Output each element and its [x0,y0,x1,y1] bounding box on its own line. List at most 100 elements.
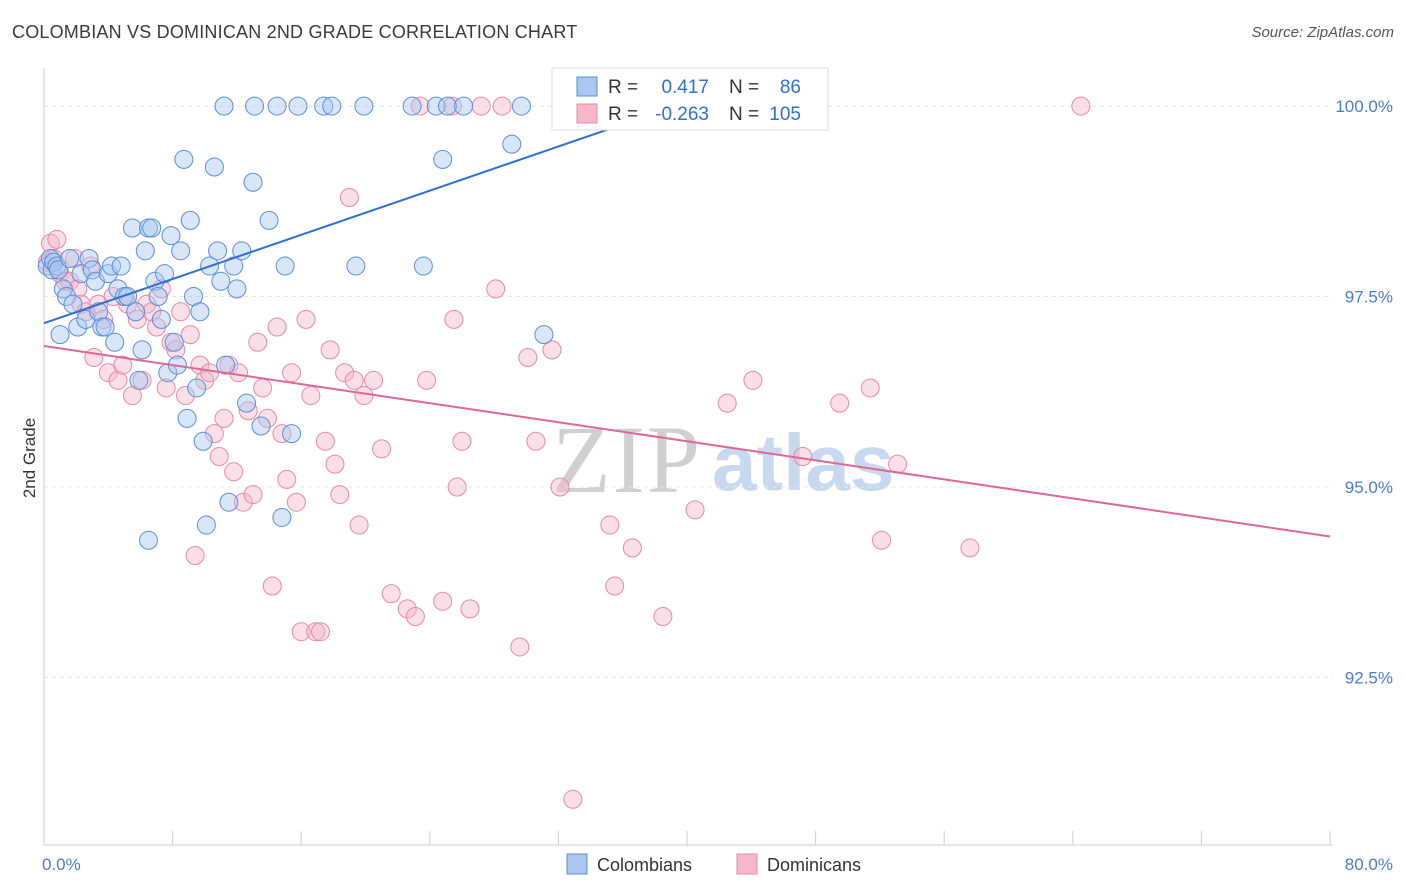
colombians-point [135,241,155,261]
dominicans-point [233,492,253,512]
colombians-point [216,355,236,375]
dominicans-point [243,485,263,505]
colombians-point [502,134,522,154]
dominicans-point [685,500,705,520]
dominicans-point [224,462,244,482]
watermark-atlas: atlas [712,418,894,507]
colombians-point [177,408,197,428]
dominicans-point [471,96,491,116]
dominicans-point [653,606,673,626]
dominicans-point [600,515,620,535]
colombians-point [142,218,162,238]
dominicans-point [108,370,128,390]
dominicans-point [335,363,355,383]
grid-lines [44,105,1333,678]
dominicans-point [47,229,67,249]
dominicans-trend-line [43,345,1331,538]
dominicans-point [452,431,472,451]
y-tick-label-2: 95.0% [1345,478,1393,497]
colombians-point [187,378,207,398]
legend-swatch-colombians [576,76,598,97]
dominicans-point [171,302,191,322]
dominicans-point [286,492,306,512]
colombians-point [259,210,279,230]
colombians-point [102,256,122,276]
bottom-legend-swatch-colombians [566,853,588,875]
watermark-zip: ZIP [552,406,702,513]
colombians-point [251,416,271,436]
colombians-point [151,309,171,329]
dominicans-point [349,515,369,535]
dominicans-point [1071,96,1091,116]
colombians-point [454,96,474,116]
colombians-point [68,317,88,337]
x-axis-ticks: 0.0% 80.0% [42,831,1393,874]
colombians-point [437,96,457,116]
dominicans-point [180,325,200,345]
dominicans-point [339,188,359,207]
dominicans-point [460,599,480,619]
dominicans-point [291,622,311,642]
colombians-point [48,260,68,280]
colombians-point [105,332,125,352]
colombians-point [219,492,239,512]
colombians-point [132,340,152,360]
dominicans-point [433,591,453,611]
dominicans-point [253,378,273,398]
colombians-point [322,96,342,116]
y-tick-label-1: 97.5% [1345,288,1393,307]
dominicans-point [185,546,205,566]
trend-lines [43,101,1331,538]
colombians-point [214,96,234,116]
x-tick-label-1: 80.0% [1345,855,1393,874]
dominicans-point [320,340,340,360]
legend-swatch-dominicans [576,103,598,124]
dominicans-point [204,424,224,444]
colombians-point [275,256,295,276]
dominicans-point [397,599,417,619]
colombians-point [402,96,422,116]
legend-n-label-2: N = [729,104,759,125]
dominicans-point [743,370,763,390]
dominicans-point [113,355,133,375]
dominicans-point [442,96,462,116]
colombians-point [95,317,115,337]
dominicans-point [622,538,642,558]
dominicans-point [960,538,980,558]
colombians-point [267,96,287,116]
colombians-point [243,172,263,192]
colombians-point [164,332,184,352]
bottom-legend-dominicans: Dominicans [767,855,861,875]
dominicans-point [330,485,350,505]
dominicans-point [209,447,229,466]
dominicans-point [354,386,374,406]
colombians-point [138,530,158,550]
colombians-point [227,279,247,299]
dominicans-point [444,309,464,329]
legend-n-value-1: 86 [780,77,801,98]
legend-box [551,67,829,131]
dominicans-point [542,340,562,360]
y-axis-label: 2nd Grade [20,418,39,498]
dominicans-point [84,347,104,367]
dominicans-point [510,637,530,657]
dominicans-point [68,279,88,299]
dominicans-point [315,431,335,451]
colombians-point [204,157,224,177]
dominicans-point [860,378,880,398]
dominicans-point [257,408,277,428]
dominicans-point [60,271,80,291]
colombians-point [433,149,453,169]
colombians-trend-line [43,101,688,325]
colombians-point [174,149,194,169]
dominicans-point [830,393,850,413]
colombians-point [111,256,131,276]
colombians-point [288,96,308,116]
colombians-point [193,431,213,451]
dominicans-point [410,96,430,116]
colombians-point [161,226,181,246]
colombians-point [314,96,334,116]
colombians-point [511,96,531,116]
colombians-point [282,424,302,444]
